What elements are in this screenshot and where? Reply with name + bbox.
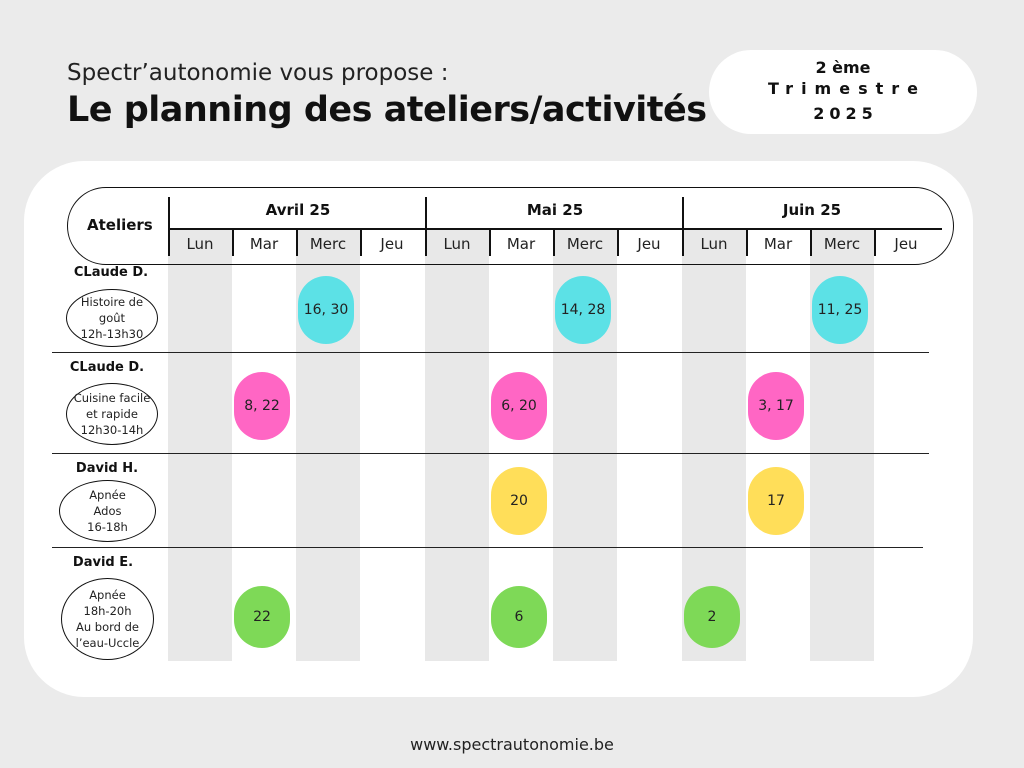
website-footer: www.spectrautonomie.be <box>410 735 614 754</box>
day-stripe <box>168 230 232 661</box>
activity-line: 12h-13h30 <box>80 327 144 341</box>
activity-line: et rapide <box>86 407 138 421</box>
month-header: Mai 25 <box>526 201 584 219</box>
activity-label: Apnée Ados 16-18h <box>59 480 156 542</box>
activity-label: Cuisine facile et rapide 12h30-14h <box>66 383 158 445</box>
session-dates-badge: 22 <box>234 586 290 648</box>
activity-line: 18h-20h <box>83 604 132 618</box>
day-divider <box>746 229 748 256</box>
activity-line: Apnée <box>89 588 126 602</box>
activity-label: Apnée 18h-20h Au bord de l’eau-Uccle <box>61 578 154 660</box>
period-line-1: 2 ème <box>815 58 871 77</box>
day-header: Mar <box>506 235 536 253</box>
activity-line: Au bord de <box>75 620 139 634</box>
header-col-divider <box>168 197 170 256</box>
day-header: Merc <box>566 235 604 253</box>
month-header: Juin 25 <box>782 201 842 219</box>
month-divider <box>425 197 427 256</box>
ateliers-header: Ateliers <box>87 216 153 234</box>
day-stripe <box>425 230 489 661</box>
day-divider <box>360 229 362 256</box>
session-dates-badge: 6 <box>491 586 547 648</box>
period-badge: 2 ème Trimestre 2025 <box>709 50 977 134</box>
period-line-3: 2025 <box>813 104 878 123</box>
day-header: Jeu <box>894 235 918 253</box>
day-divider <box>874 229 876 256</box>
session-dates-badge: 11, 25 <box>812 276 868 344</box>
row-separator <box>52 547 923 549</box>
period-line-2: Trimestre <box>768 79 926 98</box>
day-header: Mar <box>249 235 279 253</box>
day-header: Lun <box>700 235 728 253</box>
day-header: Lun <box>186 235 214 253</box>
session-dates-badge: 6, 20 <box>491 372 547 440</box>
session-dates-badge: 8, 22 <box>234 372 290 440</box>
activity-line: Ados <box>93 504 122 518</box>
activity-line: Apnée <box>89 488 126 502</box>
day-divider <box>553 229 555 256</box>
month-header: Avril 25 <box>265 201 331 219</box>
row-separator <box>52 352 929 354</box>
header-divider <box>168 228 942 230</box>
table-header <box>67 187 954 265</box>
session-dates-badge: 14, 28 <box>555 276 611 344</box>
activity-line: 16-18h <box>87 520 128 534</box>
month-divider <box>682 197 684 256</box>
subtitle: Spectr’autonomie vous propose : <box>67 60 449 86</box>
day-divider <box>232 229 234 256</box>
activity-line: l’eau-Uccle <box>75 636 140 650</box>
person-name: David E. <box>72 555 134 570</box>
day-header: Lun <box>443 235 471 253</box>
session-dates-badge: 16, 30 <box>298 276 354 344</box>
day-header: Mar <box>763 235 793 253</box>
day-divider <box>489 229 491 256</box>
day-header: Jeu <box>637 235 661 253</box>
activity-line: goût <box>98 311 126 325</box>
page-title: Le planning des ateliers/activités <box>67 90 707 130</box>
day-header: Merc <box>823 235 861 253</box>
day-header: Jeu <box>380 235 404 253</box>
session-dates-badge: 20 <box>491 467 547 535</box>
session-dates-badge: 17 <box>748 467 804 535</box>
activity-label: Histoire de goût 12h-13h30 <box>66 289 158 347</box>
day-header: Merc <box>309 235 347 253</box>
person-name: David H. <box>75 461 139 476</box>
person-name: CLaude D. <box>69 360 145 375</box>
day-divider <box>617 229 619 256</box>
session-dates-badge: 3, 17 <box>748 372 804 440</box>
activity-line: Cuisine facile <box>73 391 151 405</box>
row-separator <box>52 453 929 455</box>
session-dates-badge: 2 <box>684 586 740 648</box>
person-name: CLaude D. <box>73 265 149 280</box>
day-divider <box>810 229 812 256</box>
activity-line: Histoire de <box>80 295 144 309</box>
day-divider <box>296 229 298 256</box>
activity-line: 12h30-14h <box>80 423 144 437</box>
